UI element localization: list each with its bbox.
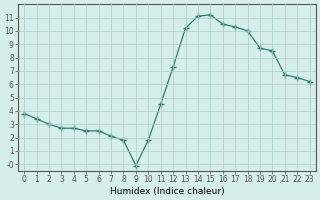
- X-axis label: Humidex (Indice chaleur): Humidex (Indice chaleur): [109, 187, 224, 196]
